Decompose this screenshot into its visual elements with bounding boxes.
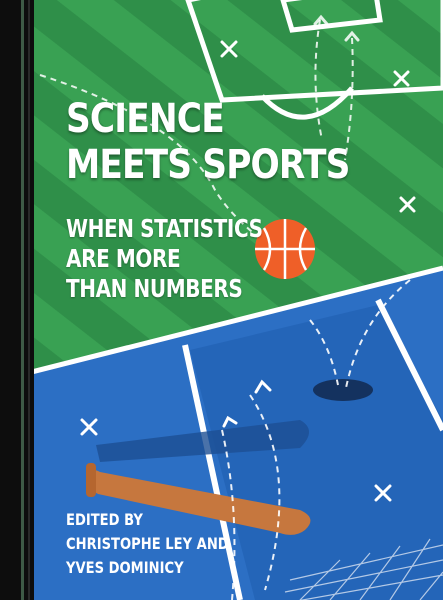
x-mark	[393, 70, 410, 87]
editors-line: CHRISTOPHE LEY AND	[66, 534, 229, 553]
court-line	[182, 344, 243, 600]
book-title: SCIENCE MEETS SPORTS	[66, 96, 350, 188]
subtitle-line: WHEN STATISTICS	[66, 214, 263, 243]
editors-block: EDITED BY CHRISTOPHE LEY AND YVES DOMINI…	[66, 508, 229, 580]
court-line	[375, 298, 443, 432]
net	[279, 538, 443, 600]
book-subtitle: WHEN STATISTICS ARE MORE THAN NUMBERS	[66, 214, 263, 304]
title-line: MEETS SPORTS	[66, 142, 350, 188]
x-mark	[374, 484, 392, 502]
basketball-icon	[255, 219, 315, 279]
penalty-box	[184, 0, 443, 103]
baseball-bat	[87, 470, 311, 535]
x-mark	[220, 40, 238, 58]
x-mark	[80, 418, 98, 436]
editors-label: EDITED BY	[66, 510, 143, 529]
subtitle-line: THAN NUMBERS	[66, 274, 243, 303]
goal-box	[279, 0, 383, 33]
subtitle-line: ARE MORE	[66, 244, 181, 273]
x-mark	[399, 196, 416, 213]
penalty-arc	[260, 86, 354, 120]
title-line: SCIENCE	[66, 96, 225, 142]
editors-line: YVES DOMINICY	[66, 558, 184, 577]
hole	[313, 379, 373, 401]
